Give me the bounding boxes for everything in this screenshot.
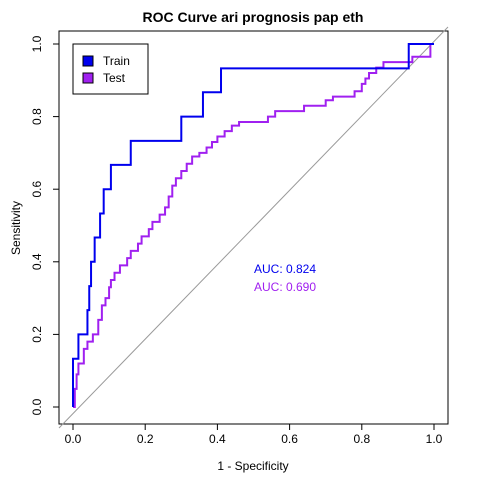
y-tick-label: 0.0 — [30, 398, 44, 415]
legend: Train Test — [72, 43, 149, 95]
y-tick-label: 0.4 — [30, 253, 44, 270]
x-tick-label: 0.8 — [353, 432, 370, 446]
roc-line-train — [72, 43, 434, 407]
auc-label-test: AUC: 0.690 — [254, 280, 316, 294]
legend-label-train: Train — [103, 54, 130, 68]
legend-swatch-test — [82, 72, 94, 84]
auc-label-train: AUC: 0.824 — [254, 262, 316, 276]
diagonal-reference-line — [58, 26, 449, 429]
y-tick-label: 1.0 — [30, 35, 44, 52]
chart-title: ROC Curve ari prognosis pap eth — [143, 9, 364, 25]
x-tick-label: 0.0 — [65, 432, 82, 446]
roc-line-test — [73, 43, 434, 408]
y-axis-title: Sensitivity — [9, 201, 23, 255]
legend-swatch-train — [82, 55, 94, 67]
legend-box — [72, 43, 149, 95]
y-tick-label: 0.8 — [30, 108, 44, 125]
x-tick-label: 0.2 — [137, 432, 154, 446]
x-tick-label: 1.0 — [426, 432, 443, 446]
legend-label-test: Test — [103, 71, 126, 85]
x-tick-label: 0.4 — [209, 432, 226, 446]
y-tick-label: 0.2 — [30, 326, 44, 343]
x-tick-label: 0.6 — [281, 432, 298, 446]
x-axis-title: 1 - Specificity — [217, 459, 288, 473]
y-tick-label: 0.6 — [30, 181, 44, 198]
